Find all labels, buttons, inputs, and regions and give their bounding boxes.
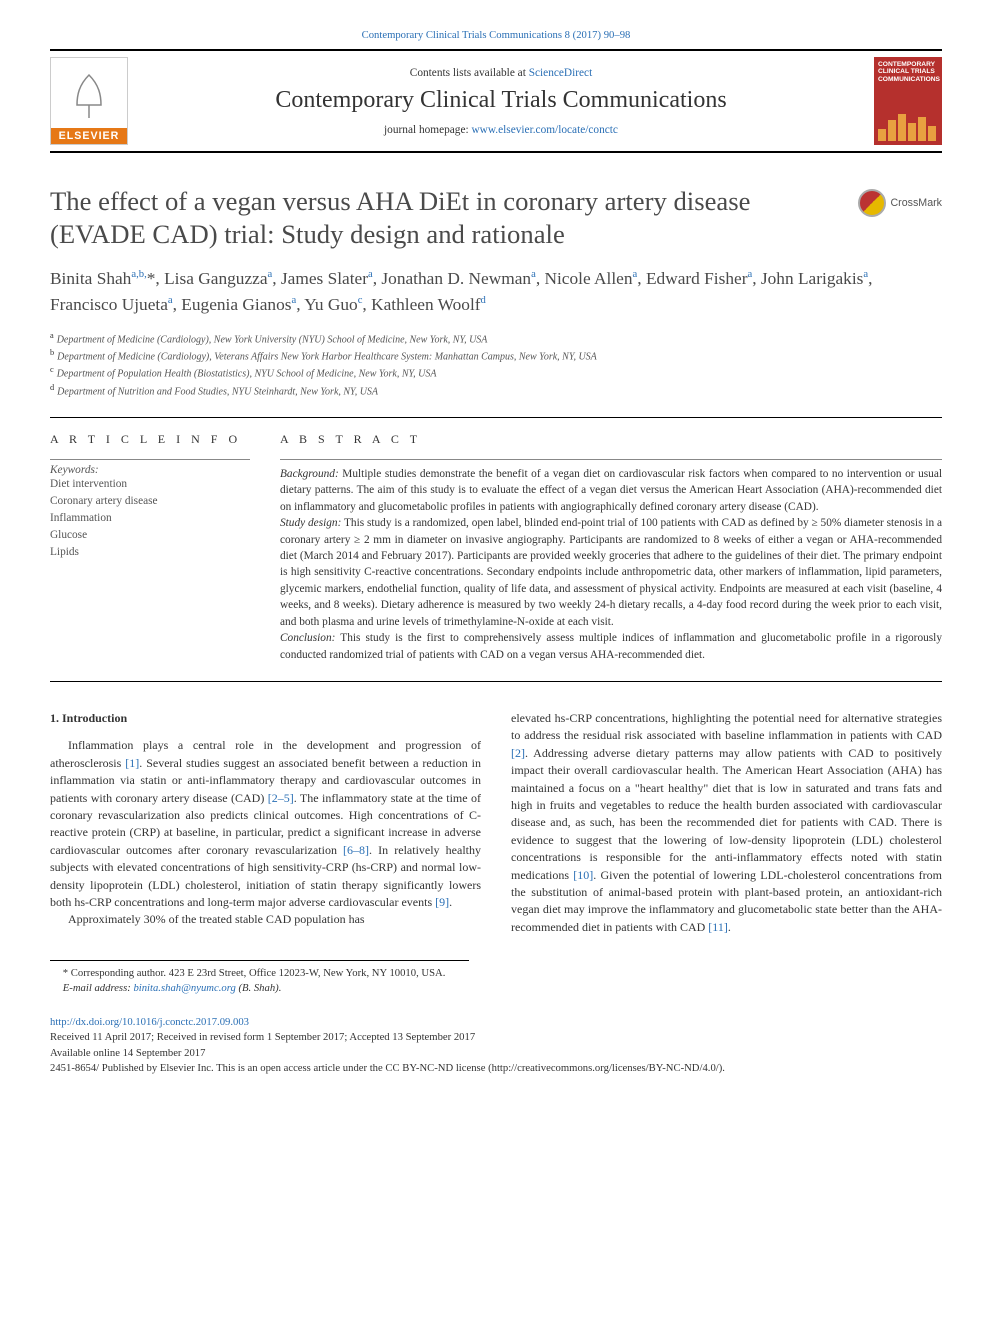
article-info: A R T I C L E I N F O Keywords: Diet int… xyxy=(50,432,250,663)
citation-link[interactable]: [2–5] xyxy=(268,791,294,805)
elsevier-name: ELSEVIER xyxy=(51,128,127,144)
email-link[interactable]: binita.shah@nyumc.org xyxy=(133,983,235,994)
keyword: Lipids xyxy=(50,544,250,561)
citation-link[interactable]: [6–8] xyxy=(343,843,369,857)
affiliation: dDepartment of Nutrition and Food Studie… xyxy=(50,382,942,399)
keywords-label: Keywords: xyxy=(50,459,250,476)
header-citation: Contemporary Clinical Trials Communicati… xyxy=(50,30,942,41)
body-column-right: elevated hs-CRP concentrations, highligh… xyxy=(511,710,942,936)
keywords-list: Diet interventionCoronary artery disease… xyxy=(50,476,250,561)
sciencedirect-link[interactable]: ScienceDirect xyxy=(529,67,593,79)
doi-link[interactable]: http://dx.doi.org/10.1016/j.conctc.2017.… xyxy=(50,1017,249,1028)
keyword: Coronary artery disease xyxy=(50,493,250,510)
keyword: Glucose xyxy=(50,527,250,544)
affiliation: aDepartment of Medicine (Cardiology), Ne… xyxy=(50,330,942,347)
elsevier-logo: ELSEVIER xyxy=(50,57,128,145)
keyword: Inflammation xyxy=(50,510,250,527)
citation-link[interactable]: [10] xyxy=(573,868,593,882)
homepage-link[interactable]: www.elsevier.com/locate/conctc xyxy=(471,124,617,136)
abstract-heading: A B S T R A C T xyxy=(280,432,942,447)
elsevier-tree-icon xyxy=(69,70,109,128)
journal-name: Contemporary Clinical Trials Communicati… xyxy=(128,87,874,114)
citation-link[interactable]: Contemporary Clinical Trials Communicati… xyxy=(362,30,631,41)
cover-bars-icon xyxy=(878,111,938,141)
citation-link[interactable]: [9] xyxy=(435,895,449,909)
citation-link[interactable]: [11] xyxy=(708,920,728,934)
crossmark-icon xyxy=(858,189,886,217)
journal-cover-thumbnail: CONTEMPORARY CLINICAL TRIALS COMMUNICATI… xyxy=(874,57,942,145)
citation-link[interactable]: [2] xyxy=(511,746,525,760)
body-paragraph: Inflammation plays a central role in the… xyxy=(50,737,481,911)
crossmark-badge[interactable]: CrossMark xyxy=(858,189,942,217)
footnotes: * Corresponding author. 423 E 23rd Stree… xyxy=(50,960,469,997)
copyright-line: 2451-8654/ Published by Elsevier Inc. Th… xyxy=(50,1061,942,1076)
body-column-left: 1. Introduction Inflammation plays a cen… xyxy=(50,710,481,936)
keyword: Diet intervention xyxy=(50,476,250,493)
header-bar: ELSEVIER Contents lists available at Sci… xyxy=(50,51,942,153)
intro-heading: 1. Introduction xyxy=(50,710,481,727)
crossmark-label: CrossMark xyxy=(890,197,942,209)
abstract-text: Background: Multiple studies demonstrate… xyxy=(280,459,942,663)
received-line: Received 11 April 2017; Received in revi… xyxy=(50,1030,942,1045)
body-paragraph: Approximately 30% of the treated stable … xyxy=(50,911,481,928)
abstract: A B S T R A C T Background: Multiple stu… xyxy=(280,432,942,663)
homepage-line: journal homepage: www.elsevier.com/locat… xyxy=(128,124,874,136)
citation-link[interactable]: [1] xyxy=(125,756,139,770)
article-info-heading: A R T I C L E I N F O xyxy=(50,432,250,447)
affiliations: aDepartment of Medicine (Cardiology), Ne… xyxy=(50,330,942,399)
affiliation: cDepartment of Population Health (Biosta… xyxy=(50,364,942,381)
article-title: The effect of a vegan versus AHA DiEt in… xyxy=(50,185,838,252)
affiliation: bDepartment of Medicine (Cardiology), Ve… xyxy=(50,347,942,364)
cover-title: CONTEMPORARY CLINICAL TRIALS COMMUNICATI… xyxy=(878,61,938,83)
body-paragraph: elevated hs-CRP concentrations, highligh… xyxy=(511,710,942,936)
available-line: Available online 14 September 2017 xyxy=(50,1046,942,1061)
corresponding-author: * Corresponding author. 423 E 23rd Stree… xyxy=(50,967,469,982)
body-columns: 1. Introduction Inflammation plays a cen… xyxy=(50,710,942,936)
footer: http://dx.doi.org/10.1016/j.conctc.2017.… xyxy=(50,1015,942,1077)
email-line: E-mail address: binita.shah@nyumc.org (B… xyxy=(50,982,469,997)
authors: Binita Shaha,b,*, Lisa Ganguzzaa, James … xyxy=(50,266,942,318)
contents-line: Contents lists available at ScienceDirec… xyxy=(128,67,874,79)
